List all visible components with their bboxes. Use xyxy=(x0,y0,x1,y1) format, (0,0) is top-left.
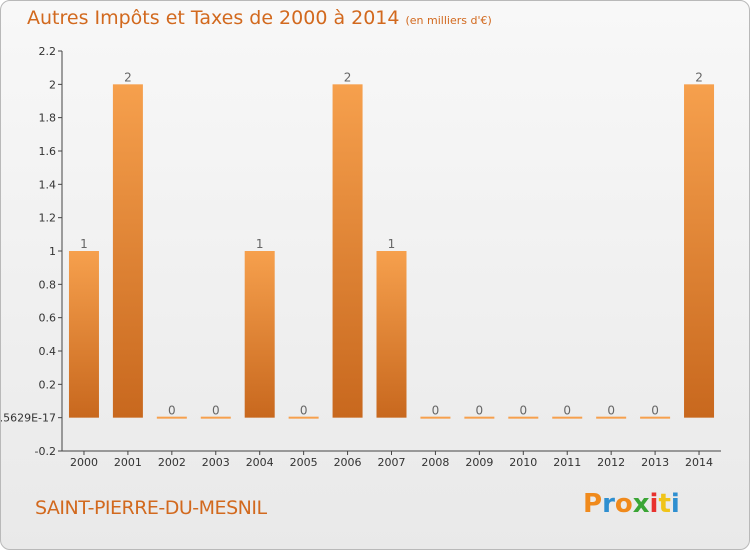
y-tick-label: 1 xyxy=(49,245,56,258)
x-tick-label: 2008 xyxy=(421,456,449,469)
x-tick-label: 2010 xyxy=(509,456,537,469)
y-tick-label: 1.2 xyxy=(39,212,57,225)
logo-letter: i xyxy=(670,489,680,519)
y-tick-label: 1.4 xyxy=(39,178,57,191)
data-label: 2 xyxy=(344,70,352,84)
data-label: 0 xyxy=(607,404,615,418)
bar xyxy=(112,84,143,418)
bar xyxy=(156,416,187,419)
bar xyxy=(552,416,583,419)
data-label: 0 xyxy=(300,404,308,418)
data-label: 0 xyxy=(563,404,571,418)
x-tick-label: 2007 xyxy=(378,456,406,469)
x-tick-label: 2002 xyxy=(158,456,186,469)
data-label: 0 xyxy=(476,404,484,418)
proxiti-logo: Proxiti xyxy=(583,489,680,519)
x-tick-label: 2003 xyxy=(202,456,230,469)
data-label: 0 xyxy=(519,404,527,418)
x-tick-label: 2011 xyxy=(553,456,581,469)
bar xyxy=(200,416,231,419)
bar xyxy=(684,84,715,418)
chart-title-block: Autres Impôts et Taxes de 2000 à 2014 (en… xyxy=(27,7,492,29)
bar xyxy=(332,84,363,418)
data-label: 2 xyxy=(124,70,132,84)
bar xyxy=(420,416,451,419)
bar xyxy=(640,416,671,419)
logo-letter: o xyxy=(614,489,633,519)
bar xyxy=(68,251,99,418)
logo-letter: P xyxy=(583,489,603,519)
data-label: 2 xyxy=(695,70,703,84)
data-label: 0 xyxy=(651,404,659,418)
data-label: 0 xyxy=(432,404,440,418)
logo-letter: x xyxy=(632,489,650,519)
data-label: 1 xyxy=(256,237,264,251)
bar xyxy=(288,416,319,419)
y-tick-label: -1.5629E-17 xyxy=(1,412,56,425)
x-tick-label: 2005 xyxy=(290,456,318,469)
y-tick-label: 1.6 xyxy=(39,145,57,158)
chart-title: Autres Impôts et Taxes de 2000 à 2014 xyxy=(27,7,400,29)
y-tick-label: 0.6 xyxy=(39,312,57,325)
bar xyxy=(376,251,407,418)
chart-subtitle: (en milliers d'€) xyxy=(405,14,492,27)
commune-name: SAINT-PIERRE-DU-MESNIL xyxy=(35,497,267,519)
x-tick-label: 2013 xyxy=(641,456,669,469)
x-tick-label: 2014 xyxy=(685,456,713,469)
y-tick-label: 0.8 xyxy=(39,278,57,291)
data-label: 1 xyxy=(80,237,88,251)
data-label: 1 xyxy=(388,237,396,251)
y-tick-label: -0.2 xyxy=(35,445,56,458)
y-tick-label: 0.4 xyxy=(39,345,57,358)
data-label: 0 xyxy=(212,404,220,418)
bar xyxy=(464,416,495,419)
y-tick-label: 0.2 xyxy=(39,378,57,391)
logo-letter: t xyxy=(658,489,671,519)
x-tick-label: 2006 xyxy=(334,456,362,469)
x-tick-label: 2000 xyxy=(70,456,98,469)
logo-letter: r xyxy=(602,489,615,519)
y-tick-label: 1.8 xyxy=(39,112,57,125)
x-tick-label: 2001 xyxy=(114,456,142,469)
bar xyxy=(508,416,539,419)
bar xyxy=(596,416,627,419)
data-label: 0 xyxy=(168,404,176,418)
y-tick-label: 2 xyxy=(49,78,56,91)
logo-letter: i xyxy=(649,489,659,519)
bar xyxy=(244,251,275,418)
x-tick-label: 2009 xyxy=(465,456,493,469)
y-tick-label: 2.2 xyxy=(39,45,57,58)
x-tick-label: 2012 xyxy=(597,456,625,469)
x-tick-label: 2004 xyxy=(246,456,274,469)
